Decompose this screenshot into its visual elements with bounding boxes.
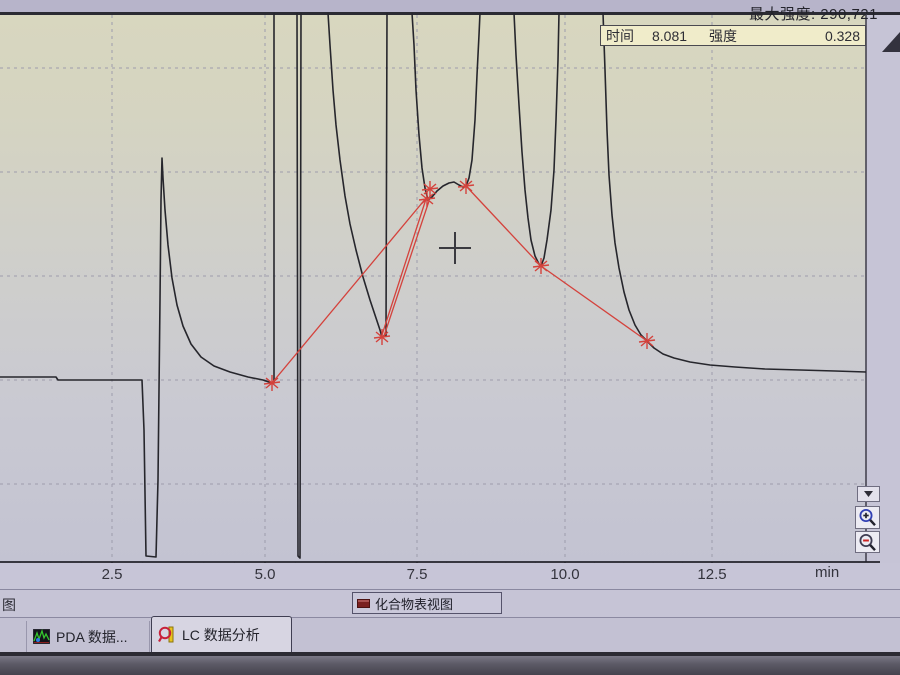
zoom-out-icon [859, 533, 876, 551]
tab-lc-label: LC 数据分析 [182, 626, 260, 643]
zoom-in-button[interactable] [855, 506, 880, 529]
pda-chart-icon [33, 629, 50, 644]
tab-bar [0, 618, 900, 652]
x-axis-tick-label: 10.0 [550, 566, 580, 583]
pane-divider [0, 589, 900, 590]
plot-top-border [0, 12, 900, 15]
x-axis-strip [0, 563, 900, 589]
tooltip-time-label: 时间 [606, 27, 634, 44]
x-axis-unit-label: min [815, 564, 840, 581]
chromatogram-chart[interactable] [0, 0, 900, 600]
lc-analysis-icon [158, 626, 174, 643]
scroll-down-button[interactable] [857, 486, 880, 502]
window-icon [357, 598, 370, 608]
corner-scroll-icon[interactable] [878, 31, 900, 53]
taskbar-top-border [0, 652, 900, 656]
taskbar-strip: 用户名 [0, 656, 900, 675]
tab-pda-data[interactable]: PDA 数据... [26, 621, 150, 652]
max-intensity-label: 最大强度: 290,721 [748, 6, 878, 23]
cursor-tooltip: 时间 8.081 强度 0.328 [600, 25, 866, 46]
tooltip-time-value: 8.081 [652, 27, 688, 44]
zoom-in-icon [859, 509, 876, 527]
tab-pda-label: PDA 数据... [56, 628, 128, 645]
compound-table-title: 化合物表视图 [375, 596, 454, 612]
tooltip-intensity-label: 强度 [709, 27, 738, 44]
window-top-strip [0, 0, 900, 13]
x-axis-tick-label: 5.0 [254, 566, 276, 583]
compound-table-pane-header[interactable]: 化合物表视图 [352, 592, 502, 614]
x-axis-tick-label: 12.5 [697, 566, 727, 583]
down-arrow-icon [864, 491, 873, 497]
tooltip-intensity-value: 0.328 [824, 27, 860, 44]
tab-lc-analysis[interactable]: LC 数据分析 [151, 616, 292, 652]
tab-strip-top-border [0, 617, 900, 618]
x-axis-tick-label: 2.5 [101, 566, 123, 583]
x-axis-tick-label: 7.5 [406, 566, 428, 583]
zoom-out-button[interactable] [855, 531, 880, 553]
left-pane-partial-label: 图 [2, 597, 16, 613]
